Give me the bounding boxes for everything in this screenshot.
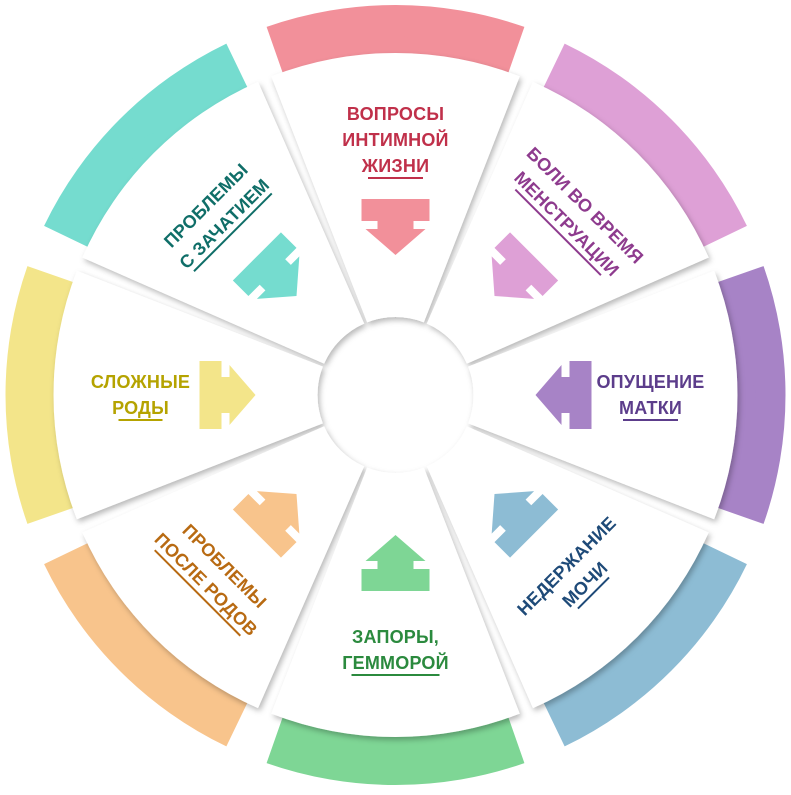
puzzle-piece-constipation [271, 467, 520, 738]
arrow-menstruation [491, 232, 559, 299]
label-line-prolapse-0: ОПУЩЕНИЕ [596, 372, 704, 392]
inner-arrows [199, 199, 592, 591]
arrow-incontinence [491, 491, 559, 558]
arrow-constipation [361, 535, 430, 591]
label-underline-menstruation [514, 188, 602, 276]
arrow-intimate [361, 199, 430, 255]
label-line-prolapse-1: МАТКИ [619, 398, 682, 418]
puzzle-piece-prolapse [468, 270, 738, 520]
label-line-intimate-1: ИНТИМНОЙ [342, 129, 448, 150]
label-line-intimate-0: ВОПРОСЫ [347, 104, 444, 124]
arrow-postpartum [232, 491, 300, 558]
label-line-intimate-2: ЖИЗНИ [361, 156, 429, 176]
label-difficult-birth: СЛОЖНЫЕ РОДЫ [91, 372, 190, 421]
label-line-constipation-0: ЗАПОРЫ, [352, 627, 439, 647]
puzzle-piece-difficult-birth [53, 270, 323, 520]
label-prolapse: ОПУЩЕНИЕ МАТКИ [596, 372, 704, 421]
label-intimate: ВОПРОСЫ ИНТИМНОЙ ЖИЗНИ [342, 104, 449, 179]
puzzle-piece-intimate [271, 52, 520, 323]
label-line-difficult-birth-1: РОДЫ [112, 398, 169, 418]
arrow-conception [232, 232, 300, 299]
label-line-constipation-1: ГЕММОРОЙ [342, 652, 449, 673]
label-underline-postpartum [154, 549, 241, 637]
label-underline-conception [193, 192, 273, 272]
label-constipation: ЗАПОРЫ, ГЕММОРОЙ [342, 627, 449, 676]
arrow-difficult-birth [199, 361, 256, 429]
label-underline-incontinence [577, 576, 610, 610]
label-line-difficult-birth-0: СЛОЖНЫЕ [91, 372, 190, 392]
arrow-prolapse [535, 361, 592, 429]
